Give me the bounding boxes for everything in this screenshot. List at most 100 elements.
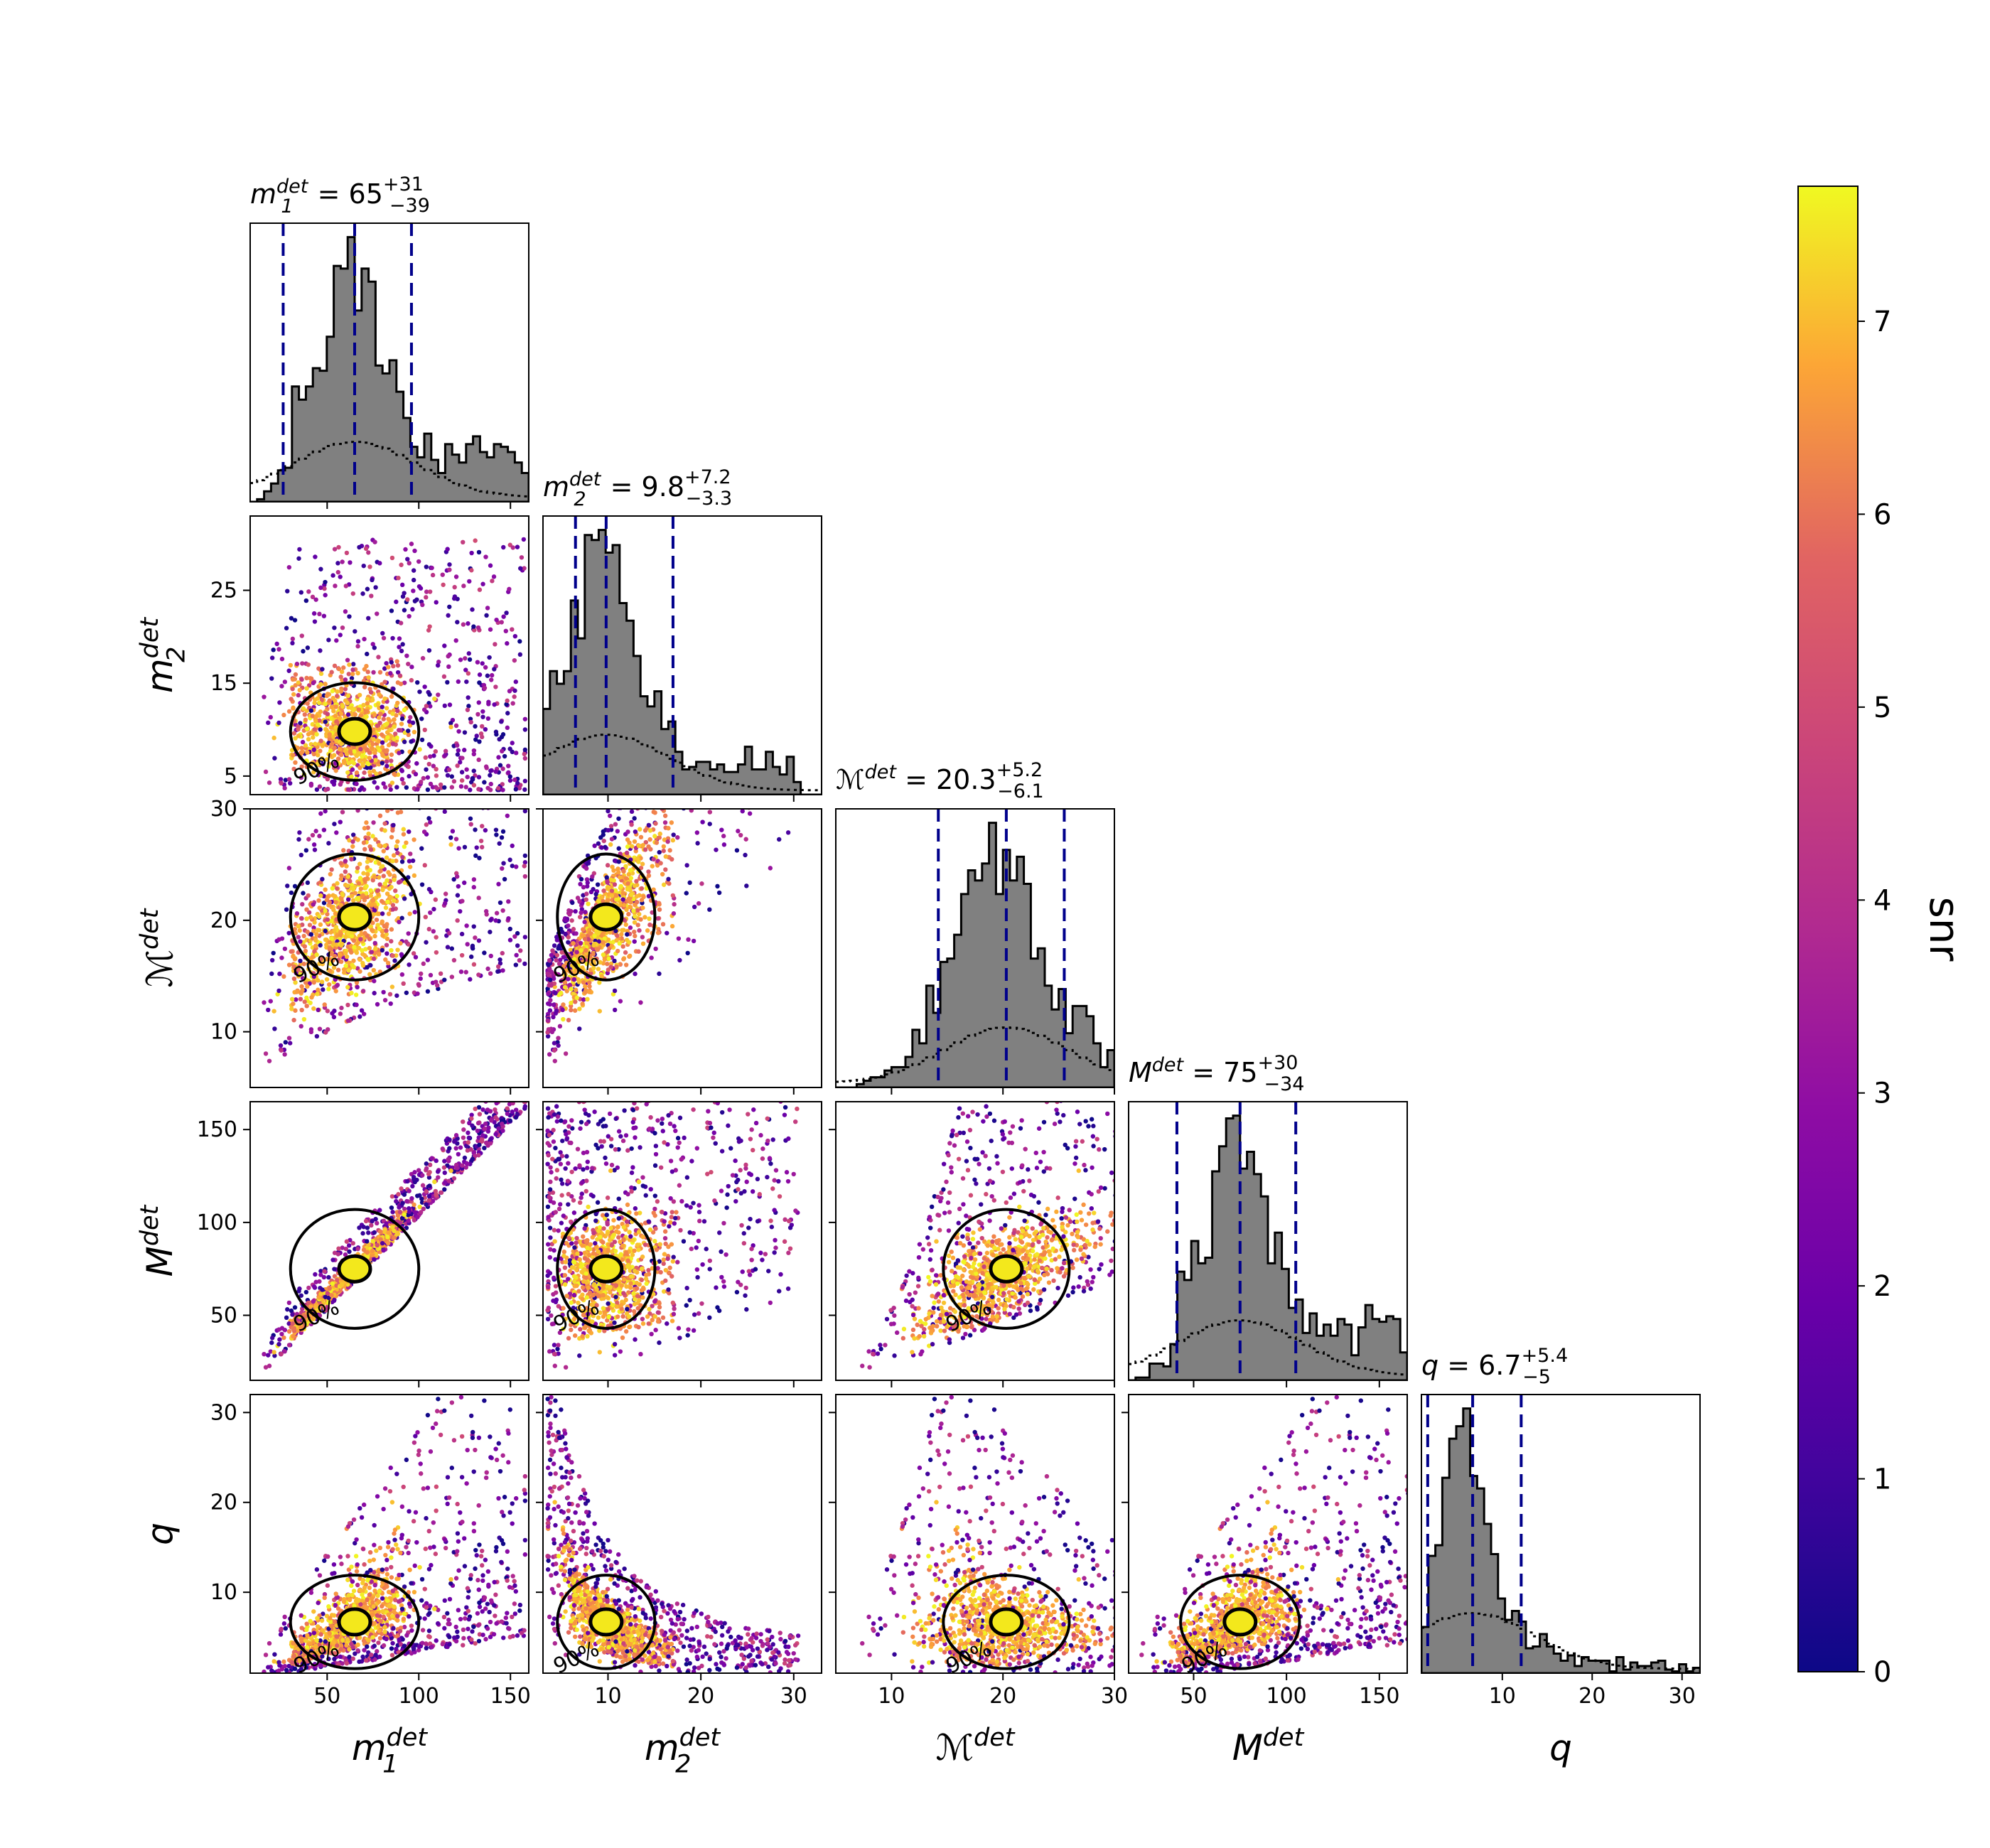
scatter-point	[770, 574, 774, 578]
scatter-point	[447, 621, 451, 625]
scatter-point	[666, 826, 671, 831]
prior-histogram-dotted	[250, 441, 529, 498]
scatter-point	[399, 716, 405, 721]
scatter-point	[380, 911, 385, 916]
scatter-point	[455, 620, 460, 625]
scatter-point	[333, 925, 339, 930]
scatter-point	[615, 866, 620, 871]
scatter-point	[376, 892, 381, 897]
scatter-point	[368, 847, 374, 852]
scatter-point	[465, 774, 470, 780]
scatter-point	[323, 682, 328, 687]
scatter-point	[767, 597, 771, 601]
scatter-point	[583, 984, 588, 989]
scatter-point	[286, 564, 292, 570]
scatter-point	[350, 886, 356, 892]
scatter-point	[596, 939, 601, 944]
scatter-point	[628, 925, 633, 930]
scatter-point	[620, 891, 625, 896]
scatter-point	[482, 950, 487, 955]
scatter-point	[434, 786, 440, 791]
scatter-point	[736, 689, 740, 694]
scatter-point	[407, 613, 412, 619]
scatter-point	[442, 785, 447, 790]
scatter-point	[343, 584, 349, 589]
scatter-point	[424, 940, 429, 945]
scatter-point	[325, 711, 330, 716]
scatter-point	[399, 648, 404, 654]
scatter-point	[786, 599, 790, 603]
scatter-point	[384, 878, 389, 883]
scatter-point	[471, 962, 477, 967]
scatter-point	[470, 647, 474, 651]
scatter-point	[373, 946, 378, 951]
scatter-point	[477, 569, 481, 573]
scatter-point	[362, 745, 367, 750]
scatter-point	[740, 809, 745, 814]
scatter-point	[390, 711, 395, 716]
scatter-point	[657, 831, 662, 837]
scatter-point	[415, 679, 420, 685]
scatter-point	[278, 1043, 284, 1048]
scatter-point	[635, 899, 640, 905]
scatter-point	[409, 677, 414, 683]
scatter-point	[469, 568, 474, 573]
scatter-point	[463, 656, 468, 661]
scatter-point	[546, 1027, 552, 1032]
scatter-point	[445, 679, 450, 685]
scatter-point	[483, 726, 488, 732]
scatter-point	[566, 977, 571, 982]
scatter-point	[628, 892, 634, 898]
scatter-point	[453, 1146, 458, 1151]
scatter-point	[474, 845, 479, 850]
scatter-point	[404, 653, 409, 658]
scatter-point	[407, 859, 412, 864]
scatter-point	[372, 979, 377, 984]
scatter-point	[290, 640, 295, 646]
scatter-point	[334, 638, 339, 643]
scatter-point	[445, 773, 451, 778]
scatter-point	[455, 874, 460, 879]
scatter-point	[297, 830, 302, 835]
scatter-point	[404, 939, 409, 945]
scatter-point	[311, 925, 316, 930]
scatter-point	[318, 682, 323, 687]
scatter-point	[385, 735, 390, 740]
scatter-point	[623, 950, 628, 955]
scatter-point	[289, 1308, 294, 1314]
scatter-point	[488, 563, 493, 568]
scatter-point	[377, 882, 382, 887]
scatter-point	[494, 1102, 499, 1106]
scatter-point	[313, 800, 317, 805]
scatter-point	[410, 720, 416, 726]
scatter-point	[606, 967, 611, 972]
scatter-point	[571, 957, 577, 962]
scatter-point	[464, 767, 469, 772]
scatter-point	[326, 841, 331, 846]
scatter-point	[340, 625, 345, 630]
scatter-point	[616, 859, 621, 864]
scatter-point	[597, 1009, 602, 1014]
scatter-point	[579, 876, 584, 882]
scatter-point	[625, 881, 630, 886]
scatter-point	[714, 736, 718, 740]
scatter-point	[574, 950, 579, 955]
scatter-point	[483, 827, 488, 833]
scatter-point	[267, 780, 272, 785]
scatter-point	[410, 858, 416, 864]
scatter-point	[498, 957, 502, 962]
scatter-point	[267, 1363, 272, 1368]
scatter-point	[297, 547, 302, 552]
scatter-point	[357, 1225, 362, 1230]
scatter-point	[604, 875, 609, 880]
scatter-point	[279, 1048, 284, 1053]
scatter-point	[577, 1026, 582, 1031]
scatter-point	[371, 670, 376, 675]
scatter-point	[635, 923, 640, 928]
scatter-point	[385, 960, 391, 966]
scatter-point	[391, 663, 396, 669]
scatter-point	[372, 712, 377, 717]
scatter-point	[618, 962, 623, 967]
scatter-point	[338, 675, 343, 679]
scatter-point	[639, 886, 645, 891]
